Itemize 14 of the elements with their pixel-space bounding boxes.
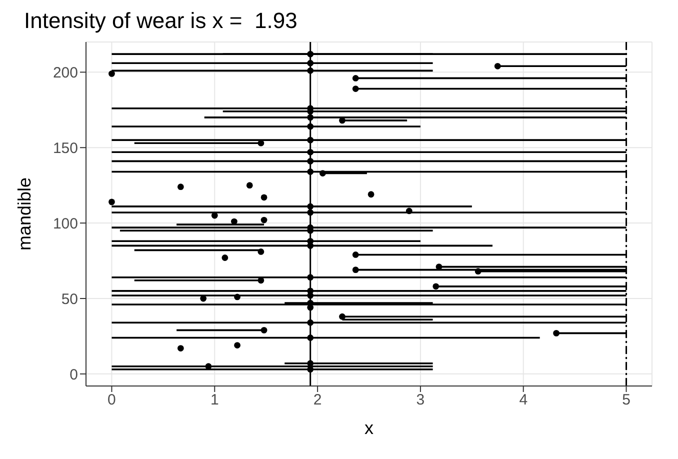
y-tick-label: 200 bbox=[52, 64, 78, 82]
x-tick-label: 0 bbox=[108, 392, 116, 409]
y-tick-label: 50 bbox=[61, 290, 78, 308]
x-tick-label: 4 bbox=[519, 392, 528, 409]
x-tick-label: 5 bbox=[622, 392, 630, 409]
x-tick-label: 1 bbox=[210, 392, 219, 409]
x-tick-label: 2 bbox=[313, 392, 322, 409]
x-tick-label: 3 bbox=[416, 392, 425, 409]
y-tick-label: 0 bbox=[70, 366, 78, 384]
y-axis-title: mandible bbox=[14, 177, 34, 251]
y-tick-label: 100 bbox=[52, 215, 78, 232]
chart-title: Intensity of wear is x = 1.93 bbox=[24, 8, 298, 34]
y-tick-label: 150 bbox=[52, 140, 78, 157]
x-axis-title: x bbox=[364, 418, 374, 438]
